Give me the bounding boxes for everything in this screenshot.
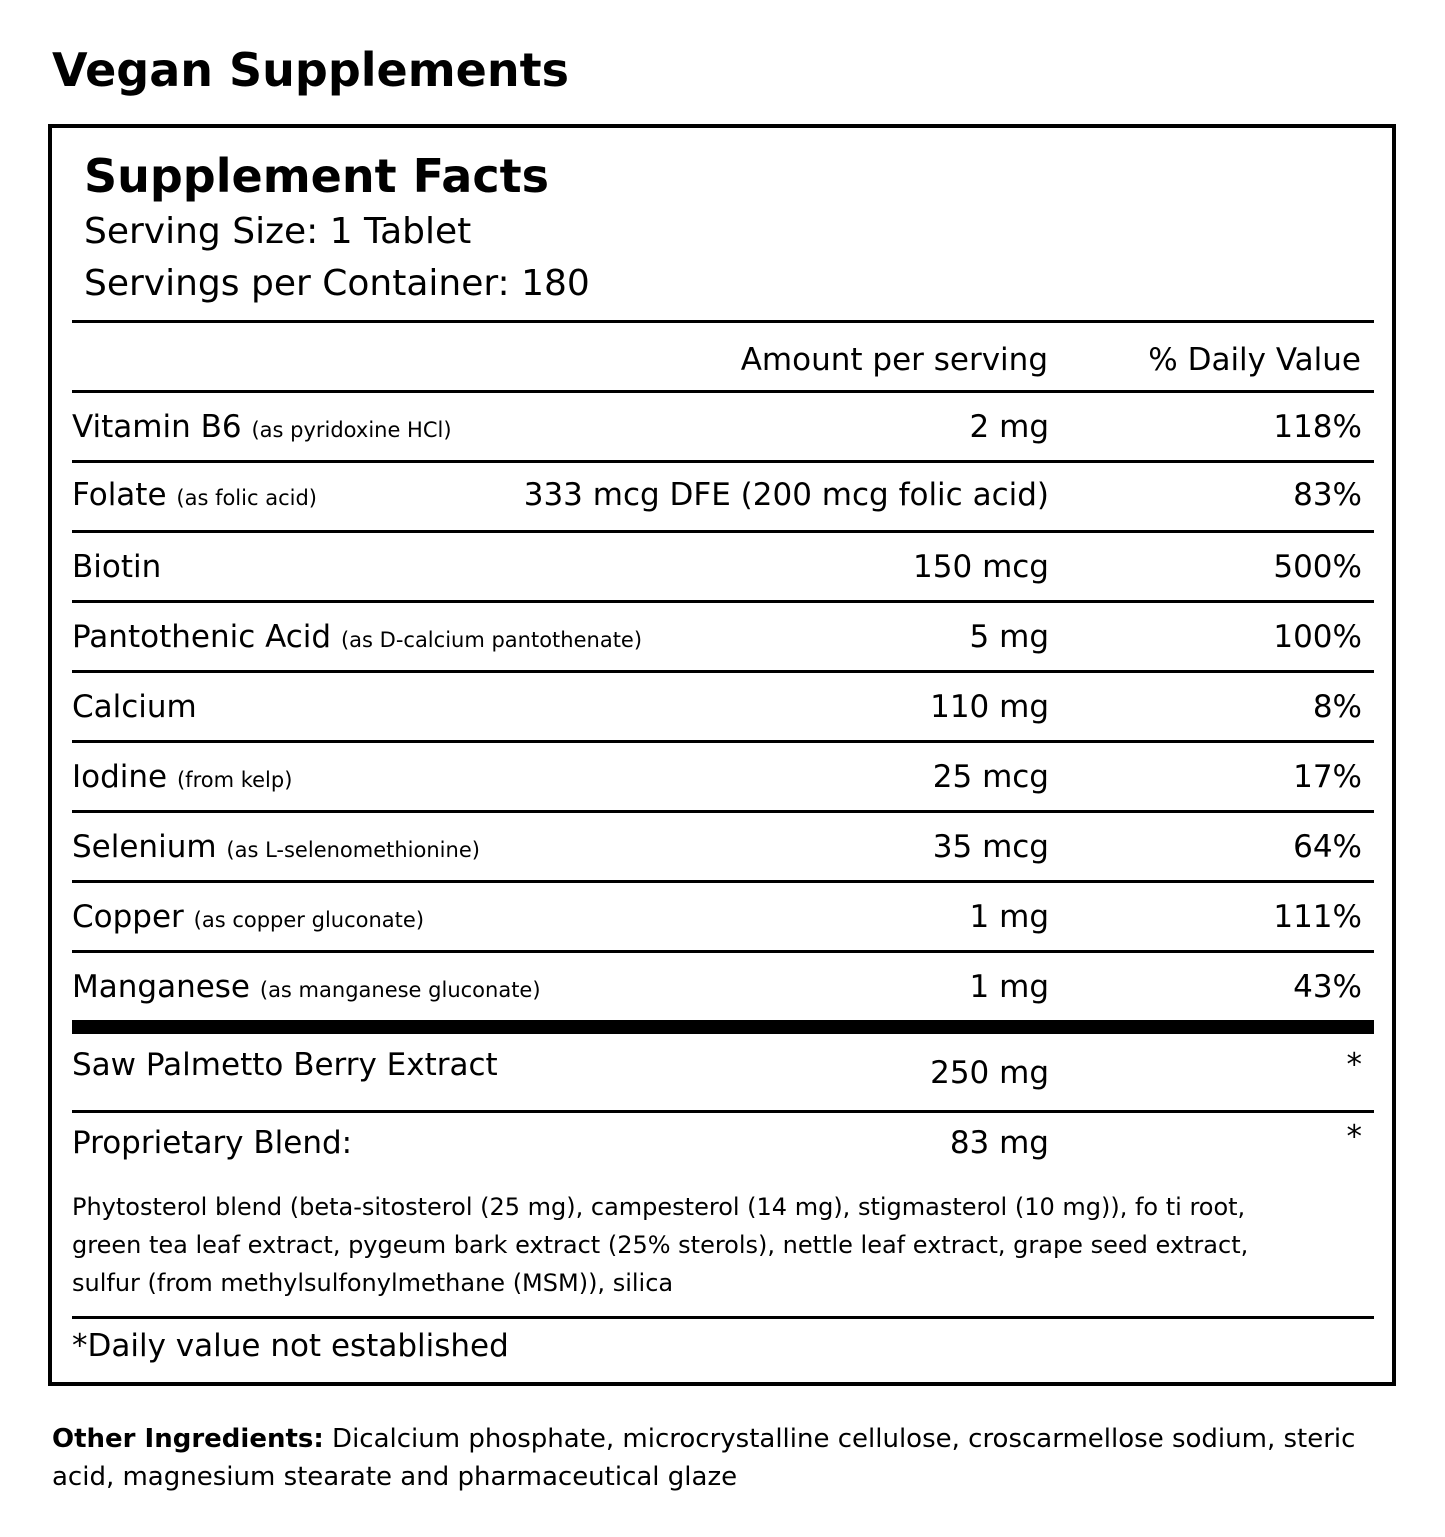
nutrient-form: (as manganese gluconate) [259, 978, 541, 1002]
divider [72, 1316, 1374, 1319]
nutrient-daily-value: 43% [1293, 969, 1362, 1005]
nutrient-name: Iodine (from kelp) [72, 759, 293, 795]
nutrient-row-vitamin-b6: Vitamin B6 (as pyridoxine HCl) 2 mg 118% [72, 402, 1374, 452]
nutrient-form: (as D-calcium pantothenate) [340, 628, 643, 652]
nutrient-form: (as pyridoxine HCl) [251, 418, 452, 442]
nutrient-daily-value: 500% [1273, 549, 1362, 585]
nutrient-amount: 5 mg [969, 619, 1049, 655]
nutrient-daily-value: 100% [1273, 619, 1362, 655]
divider [72, 600, 1374, 603]
nutrient-row-manganese: Manganese (as manganese gluconate) 1 mg … [72, 962, 1374, 1012]
nutrient-daily-value: 64% [1293, 829, 1362, 865]
ingredient-daily-value: * [1346, 1047, 1363, 1083]
nutrient-amount: 1 mg [969, 899, 1049, 935]
nutrient-name: Calcium [72, 689, 197, 725]
ingredient-amount: 83 mg [949, 1125, 1049, 1161]
ingredient-row-proprietary-blend: Proprietary Blend: 83 mg * [72, 1118, 1374, 1168]
facts-title: Supplement Facts [84, 149, 549, 203]
other-ingredients: Other Ingredients: Dicalcium phosphate, … [52, 1420, 1397, 1496]
thick-divider [72, 1020, 1374, 1034]
nutrient-row-copper: Copper (as copper gluconate) 1 mg 111% [72, 892, 1374, 942]
divider [72, 460, 1374, 463]
nutrient-row-folate: Folate (as folic acid) 333 mcg DFE (200 … [72, 470, 1374, 520]
nutrient-name: Copper (as copper gluconate) [72, 899, 425, 935]
nutrient-row-selenium: Selenium (as L-selenomethionine) 35 mcg … [72, 822, 1374, 872]
serving-size: Serving Size: 1 Tablet [84, 211, 472, 252]
nutrient-amount: 333 mcg DFE (200 mcg folic acid) [523, 477, 1049, 513]
nutrient-name: Manganese (as manganese gluconate) [72, 969, 541, 1005]
header-amount-per-serving: Amount per serving [740, 342, 1048, 378]
nutrient-daily-value: 83% [1293, 477, 1362, 513]
nutrient-amount: 25 mcg [932, 759, 1049, 795]
divider [72, 390, 1374, 393]
nutrient-form: (as copper gluconate) [193, 908, 425, 932]
supplement-facts-panel: Supplement Facts Serving Size: 1 Tablet … [48, 124, 1396, 1386]
nutrient-form: (as folic acid) [176, 486, 317, 510]
ingredient-amount: 250 mg [930, 1055, 1049, 1091]
divider [72, 670, 1374, 673]
header-daily-value: % Daily Value [1148, 342, 1361, 378]
other-ingredients-label: Other Ingredients: [52, 1424, 324, 1454]
divider [72, 880, 1374, 883]
divider [72, 320, 1374, 323]
nutrient-name: Pantothenic Acid (as D-calcium pantothen… [72, 619, 643, 655]
ingredient-row-saw-palmetto: Saw Palmetto Berry Extract 250 mg * [72, 1047, 1374, 1098]
nutrient-name: Folate (as folic acid) [72, 477, 317, 513]
nutrient-row-biotin: Biotin 150 mcg 500% [72, 542, 1374, 592]
divider [72, 740, 1374, 743]
nutrient-daily-value: 17% [1293, 759, 1362, 795]
nutrient-form: (as L-selenomethionine) [226, 838, 480, 862]
proprietary-blend-ingredients: Phytosterol blend (beta-sitosterol (25 m… [72, 1193, 1249, 1297]
nutrient-amount: 150 mcg [913, 549, 1049, 585]
nutrient-name: Vitamin B6 (as pyridoxine HCl) [72, 409, 452, 445]
nutrient-amount: 110 mg [930, 689, 1049, 725]
nutrient-daily-value: 8% [1312, 689, 1362, 725]
nutrient-form: (from kelp) [176, 768, 293, 792]
nutrient-row-pantothenic-acid: Pantothenic Acid (as D-calcium pantothen… [72, 612, 1374, 662]
divider [72, 1110, 1374, 1113]
ingredient-name: Saw Palmetto Berry Extract [72, 1047, 498, 1083]
divider [72, 810, 1374, 813]
ingredient-name: Proprietary Blend: [72, 1125, 353, 1161]
nutrient-row-calcium: Calcium 110 mg 8% [72, 682, 1374, 732]
divider [72, 950, 1374, 953]
nutrient-amount: 35 mcg [932, 829, 1049, 865]
nutrient-daily-value: 118% [1273, 409, 1362, 445]
nutrient-name: Biotin [72, 549, 162, 585]
nutrient-row-iodine: Iodine (from kelp) 25 mcg 17% [72, 752, 1374, 802]
nutrient-amount: 1 mg [969, 969, 1049, 1005]
daily-value-footnote: *Daily value not established [72, 1328, 509, 1364]
servings-per-container: Servings per Container: 180 [84, 263, 590, 304]
divider [72, 530, 1374, 533]
ingredient-daily-value: * [1346, 1119, 1363, 1155]
nutrient-amount: 2 mg [969, 409, 1049, 445]
page-heading: Vegan Supplements [52, 43, 569, 97]
nutrient-name: Selenium (as L-selenomethionine) [72, 829, 480, 865]
other-ingredients-text: Dicalcium phosphate, microcrystalline ce… [52, 1424, 1356, 1492]
nutrient-daily-value: 111% [1273, 899, 1362, 935]
